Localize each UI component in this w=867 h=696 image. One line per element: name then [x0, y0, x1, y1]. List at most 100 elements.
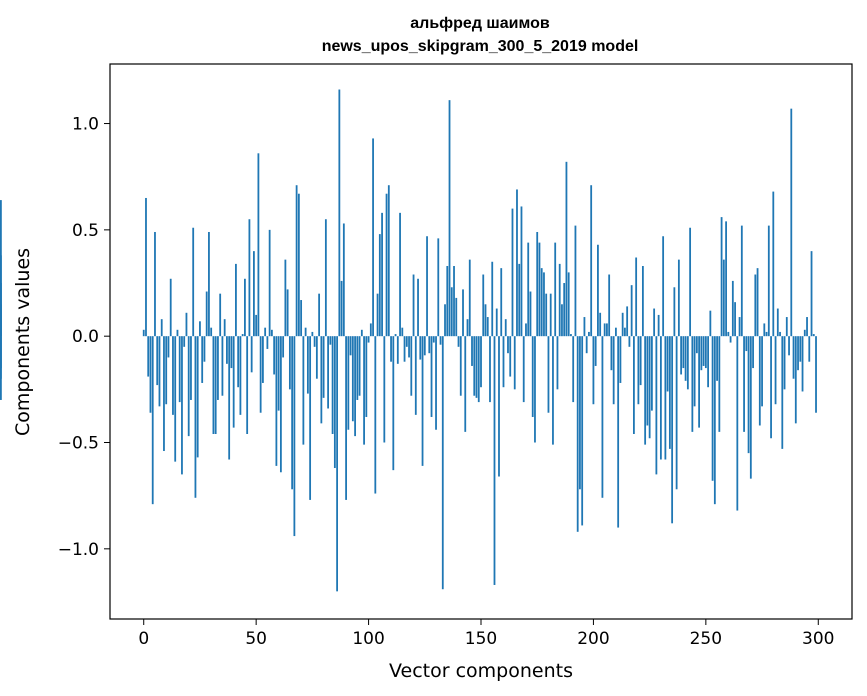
bar-79	[320, 336, 323, 424]
bar-205	[603, 323, 606, 337]
bar-204	[601, 336, 604, 498]
bar-198	[588, 331, 590, 337]
bar-158	[498, 336, 500, 477]
bar-180	[547, 336, 550, 413]
chart-title: альфред шаимов	[410, 15, 550, 32]
bar-258	[722, 259, 725, 337]
bar-119	[410, 336, 413, 396]
bar-134	[444, 304, 446, 337]
bar-70	[300, 300, 303, 337]
bar-25	[199, 321, 201, 337]
bar-106	[381, 212, 383, 337]
bar-200	[592, 336, 595, 405]
bar-284	[781, 336, 784, 449]
bar-212	[619, 336, 622, 383]
bar-0	[142, 329, 145, 337]
bar-221	[639, 336, 642, 386]
bar-113	[396, 336, 399, 364]
bar-127	[428, 336, 431, 354]
bar-285	[783, 336, 786, 390]
bar-257	[720, 217, 723, 337]
bar-210	[615, 327, 617, 337]
bar-59	[275, 336, 278, 466]
bar-175	[536, 231, 539, 337]
bar-283	[779, 331, 781, 337]
bar-93	[351, 336, 354, 422]
bar-118	[408, 336, 410, 358]
bar-282	[776, 308, 779, 337]
bar-52	[259, 336, 262, 413]
x-tick-label-0: 0	[138, 629, 149, 649]
bar-53	[262, 336, 264, 383]
bar-15	[176, 329, 179, 337]
bar-251	[707, 336, 709, 388]
bar-174	[534, 336, 536, 443]
x-tick-label-200: 200	[577, 629, 609, 649]
bar-215	[626, 306, 629, 337]
bar-211	[617, 336, 620, 528]
bar-146	[471, 336, 473, 366]
bar-142	[462, 289, 464, 337]
bar-306	[0, 255, 2, 337]
bar-65	[288, 336, 291, 390]
bar-103	[374, 336, 377, 494]
bar-98	[363, 336, 365, 445]
y-axis-label: Components values	[12, 248, 34, 436]
bar-130	[435, 336, 437, 430]
bar-280	[772, 191, 775, 337]
bar-160	[502, 336, 505, 388]
bar-152	[484, 304, 487, 337]
bar-274	[758, 336, 761, 426]
bar-125	[423, 336, 426, 356]
bar-269	[747, 336, 750, 454]
bar-4	[151, 336, 154, 505]
bar-195	[581, 336, 584, 526]
bar-32	[214, 336, 217, 434]
bar-30	[210, 327, 213, 337]
bar-237	[675, 336, 678, 490]
bar-255	[716, 336, 718, 381]
bar-281	[774, 336, 777, 405]
bar-209	[612, 336, 615, 405]
bar-63	[284, 259, 287, 337]
bar-57	[270, 329, 273, 337]
bar-304	[0, 336, 2, 369]
bar-48	[250, 336, 253, 373]
bar-139	[455, 297, 458, 337]
bar-115	[401, 327, 404, 337]
bar-254	[713, 336, 716, 505]
bar-150	[480, 336, 482, 388]
bar-262	[731, 280, 734, 337]
bar-223	[644, 336, 647, 445]
bar-154	[489, 336, 491, 403]
bar-165	[513, 336, 516, 390]
bar-268	[745, 336, 748, 352]
chart-subtitle: news_upos_skipgram_300_5_2019 model	[322, 38, 639, 55]
bar-186	[561, 304, 563, 337]
y-tick-label-2: 0.0	[72, 327, 99, 347]
bar-69	[297, 193, 300, 337]
bar-116	[403, 336, 406, 362]
bar-265	[738, 317, 741, 337]
bar-253	[711, 336, 714, 481]
bar-246	[695, 336, 698, 354]
bar-1	[145, 197, 147, 337]
bar-96	[358, 336, 361, 396]
bar-28	[205, 291, 208, 337]
bar-185	[558, 263, 561, 337]
bar-208	[610, 336, 613, 371]
bar-286	[785, 317, 788, 337]
bar-151	[482, 274, 485, 337]
bar-245	[693, 336, 696, 407]
x-tick-label-150: 150	[465, 629, 497, 649]
bar-54	[264, 327, 267, 337]
bar-270	[749, 336, 752, 479]
bar-182	[552, 336, 554, 445]
bar-159	[500, 268, 503, 337]
x-tick-label-100: 100	[352, 629, 384, 649]
bar-2	[147, 336, 150, 377]
x-axis-ticks: 0 50 100 150 200 250 300	[138, 619, 834, 649]
bar-252	[709, 310, 712, 337]
bar-299	[815, 336, 817, 413]
x-tick-label-300: 300	[802, 629, 834, 649]
